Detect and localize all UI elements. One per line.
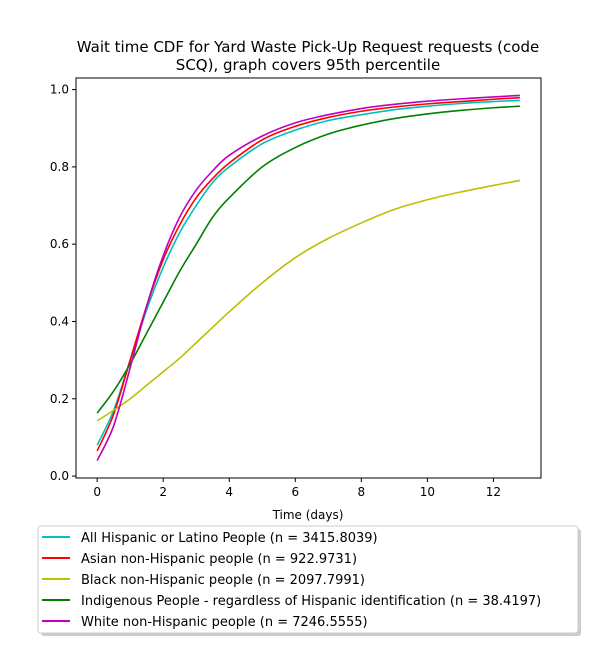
y-tick-label: 1.0 (50, 83, 69, 97)
legend-box (37, 525, 579, 634)
series-line-3 (96, 179, 521, 422)
legend-label: Indigenous People - regardless of Hispan… (81, 594, 541, 609)
x-axis: 0 2 4 6 8 10 12 (93, 478, 501, 499)
x-tick-label: 2 (159, 485, 167, 499)
plot-area (75, 77, 542, 479)
legend-label: Asian non-Hispanic people (n = 922.9731) (81, 552, 357, 567)
series-line-5 (96, 94, 520, 461)
legend-label: Black non-Hispanic people (n = 2097.7991… (81, 573, 365, 588)
legend-label: White non-Hispanic people (n = 7246.5555… (81, 615, 368, 630)
y-tick-label: 0.8 (50, 160, 69, 174)
x-tick-label: 10 (420, 485, 435, 499)
x-tick-label: 4 (225, 485, 233, 499)
chart-title-line-1: Wait time CDF for Yard Waste Pick-Up Req… (77, 38, 539, 56)
series-line-4 (96, 105, 520, 414)
y-tick-label: 0.4 (50, 314, 69, 328)
legend-label: All Hispanic or Latino People (n = 3415.… (81, 531, 378, 546)
series-line-1 (96, 99, 520, 446)
y-tick-label: 0.0 (50, 469, 69, 483)
y-tick-label: 0.6 (50, 237, 69, 251)
x-tick-label: 6 (291, 485, 299, 499)
x-tick-label: 8 (358, 485, 366, 499)
y-tick-label: 0.2 (50, 392, 69, 406)
chart-title-line-2: SCQ), graph covers 95th percentile (176, 56, 440, 74)
x-axis-label: Time (days) (272, 508, 344, 522)
x-tick-label: 0 (93, 485, 101, 499)
x-tick-label: 12 (486, 485, 501, 499)
y-axis: 0.0 0.2 0.4 0.6 0.8 1.0 (50, 83, 76, 483)
series-lines (96, 94, 521, 461)
legend: All Hispanic or Latino People (n = 3415.… (37, 525, 581, 636)
